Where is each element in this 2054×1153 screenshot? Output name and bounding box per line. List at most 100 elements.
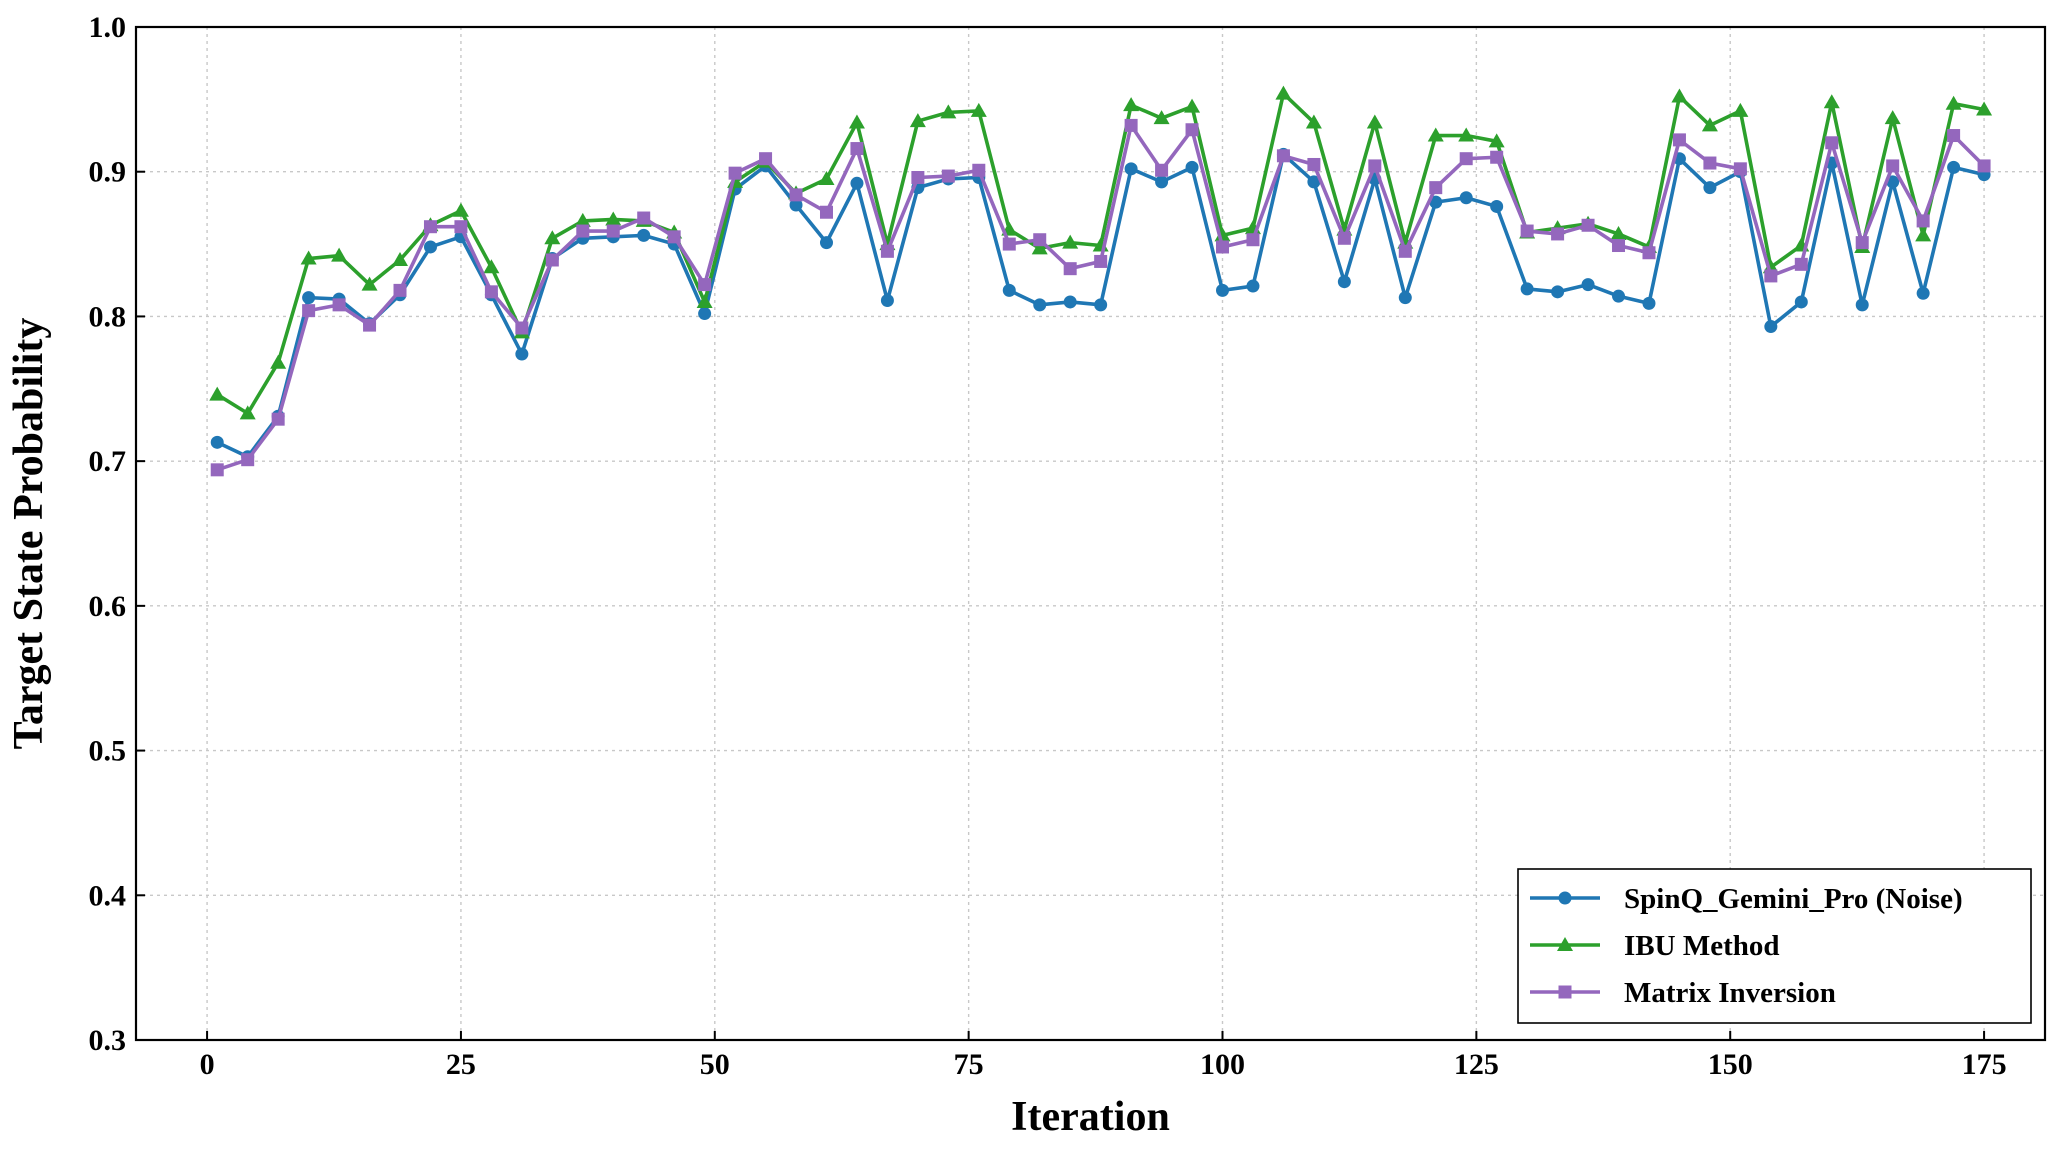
data-point xyxy=(1947,129,1961,143)
data-point xyxy=(515,347,529,361)
data-point xyxy=(1094,254,1108,268)
data-point xyxy=(1916,286,1930,300)
data-point xyxy=(1124,118,1138,132)
data-point xyxy=(850,142,864,156)
data-point xyxy=(1551,285,1565,299)
data-point xyxy=(1703,156,1717,170)
x-tick-label: 75 xyxy=(954,1048,984,1081)
data-point xyxy=(1366,114,1383,129)
data-point xyxy=(1612,289,1626,303)
data-point xyxy=(1368,159,1382,173)
data-point xyxy=(1429,181,1443,195)
data-point xyxy=(483,259,500,274)
data-point xyxy=(1490,199,1504,213)
legend-entry: IBU Method xyxy=(1530,930,1779,962)
data-point xyxy=(1246,279,1260,293)
data-point xyxy=(1002,237,1016,251)
data-point xyxy=(1031,240,1048,255)
data-point xyxy=(210,463,224,477)
data-point xyxy=(1701,117,1718,132)
x-tick-label: 50 xyxy=(700,1048,730,1081)
data-point xyxy=(484,285,498,299)
data-point xyxy=(1672,133,1686,147)
data-point xyxy=(454,220,468,234)
data-point xyxy=(911,171,925,185)
data-point xyxy=(1246,233,1260,247)
data-point xyxy=(270,354,287,369)
data-point xyxy=(1642,296,1656,310)
data-point xyxy=(1977,159,1991,173)
data-point xyxy=(363,318,377,332)
data-point xyxy=(392,251,409,266)
data-point xyxy=(1642,246,1656,260)
data-point xyxy=(941,169,955,183)
data-point xyxy=(1094,298,1108,312)
data-point xyxy=(880,294,894,308)
y-tick-label: 0.4 xyxy=(89,879,127,912)
data-point xyxy=(574,212,591,227)
data-point xyxy=(1612,239,1626,253)
data-point xyxy=(637,211,651,225)
series-circle xyxy=(210,147,1991,464)
data-point xyxy=(515,321,529,335)
data-point xyxy=(605,211,622,226)
x-tick-label: 0 xyxy=(200,1048,215,1081)
data-point xyxy=(1398,291,1412,305)
data-point xyxy=(423,240,437,254)
data-point xyxy=(1764,269,1778,283)
data-point xyxy=(1398,244,1412,258)
data-point xyxy=(1703,181,1717,195)
y-tick-label: 0.6 xyxy=(89,590,127,623)
data-point xyxy=(361,276,378,291)
data-point xyxy=(1855,236,1869,250)
data-point xyxy=(1337,275,1351,289)
data-point xyxy=(1458,127,1475,142)
data-point xyxy=(1794,295,1808,309)
data-point xyxy=(606,224,620,238)
y-axis-title: Target State Probability xyxy=(6,318,52,750)
legend-entry: Matrix Inversion xyxy=(1530,977,1836,1009)
data-point xyxy=(1153,110,1170,125)
legend-box xyxy=(1517,868,2032,1024)
y-tick-label: 1.0 xyxy=(89,11,127,44)
data-point xyxy=(1886,159,1900,173)
data-point xyxy=(1459,191,1473,205)
data-point xyxy=(544,230,561,245)
data-point xyxy=(239,405,256,420)
data-point xyxy=(1216,240,1230,254)
data-point xyxy=(302,291,316,305)
plot-frame xyxy=(134,25,2047,1042)
data-point xyxy=(1184,98,1201,113)
data-point xyxy=(1033,233,1047,247)
data-point xyxy=(1124,162,1138,176)
data-point xyxy=(209,386,226,401)
data-point xyxy=(1155,163,1169,177)
data-point xyxy=(1947,160,1961,174)
legend-entry: SpinQ_Gemini_Pro (Noise) xyxy=(1530,883,1963,915)
series-triangle xyxy=(209,85,1993,420)
data-point xyxy=(759,152,773,166)
data-point xyxy=(545,253,559,267)
data-point xyxy=(1063,295,1077,309)
data-point xyxy=(1276,149,1290,163)
data-point xyxy=(880,244,894,258)
legend-marker xyxy=(1558,891,1572,905)
data-point xyxy=(1945,95,1962,110)
data-point xyxy=(1671,88,1688,103)
data-point xyxy=(1855,298,1869,312)
data-point xyxy=(1429,195,1443,209)
x-tick-label: 150 xyxy=(1708,1048,1753,1081)
data-point xyxy=(1825,136,1839,150)
x-tick-label: 125 xyxy=(1454,1048,1499,1081)
data-point xyxy=(241,453,255,467)
data-point xyxy=(302,304,316,318)
data-point xyxy=(909,113,926,128)
data-point xyxy=(1764,320,1778,334)
data-point xyxy=(423,220,437,234)
legend-label: IBU Method xyxy=(1624,930,1779,962)
data-point xyxy=(819,236,833,250)
data-point xyxy=(1123,97,1140,112)
data-point xyxy=(1063,262,1077,276)
data-point xyxy=(210,435,224,449)
legend-label: Matrix Inversion xyxy=(1624,977,1836,1009)
